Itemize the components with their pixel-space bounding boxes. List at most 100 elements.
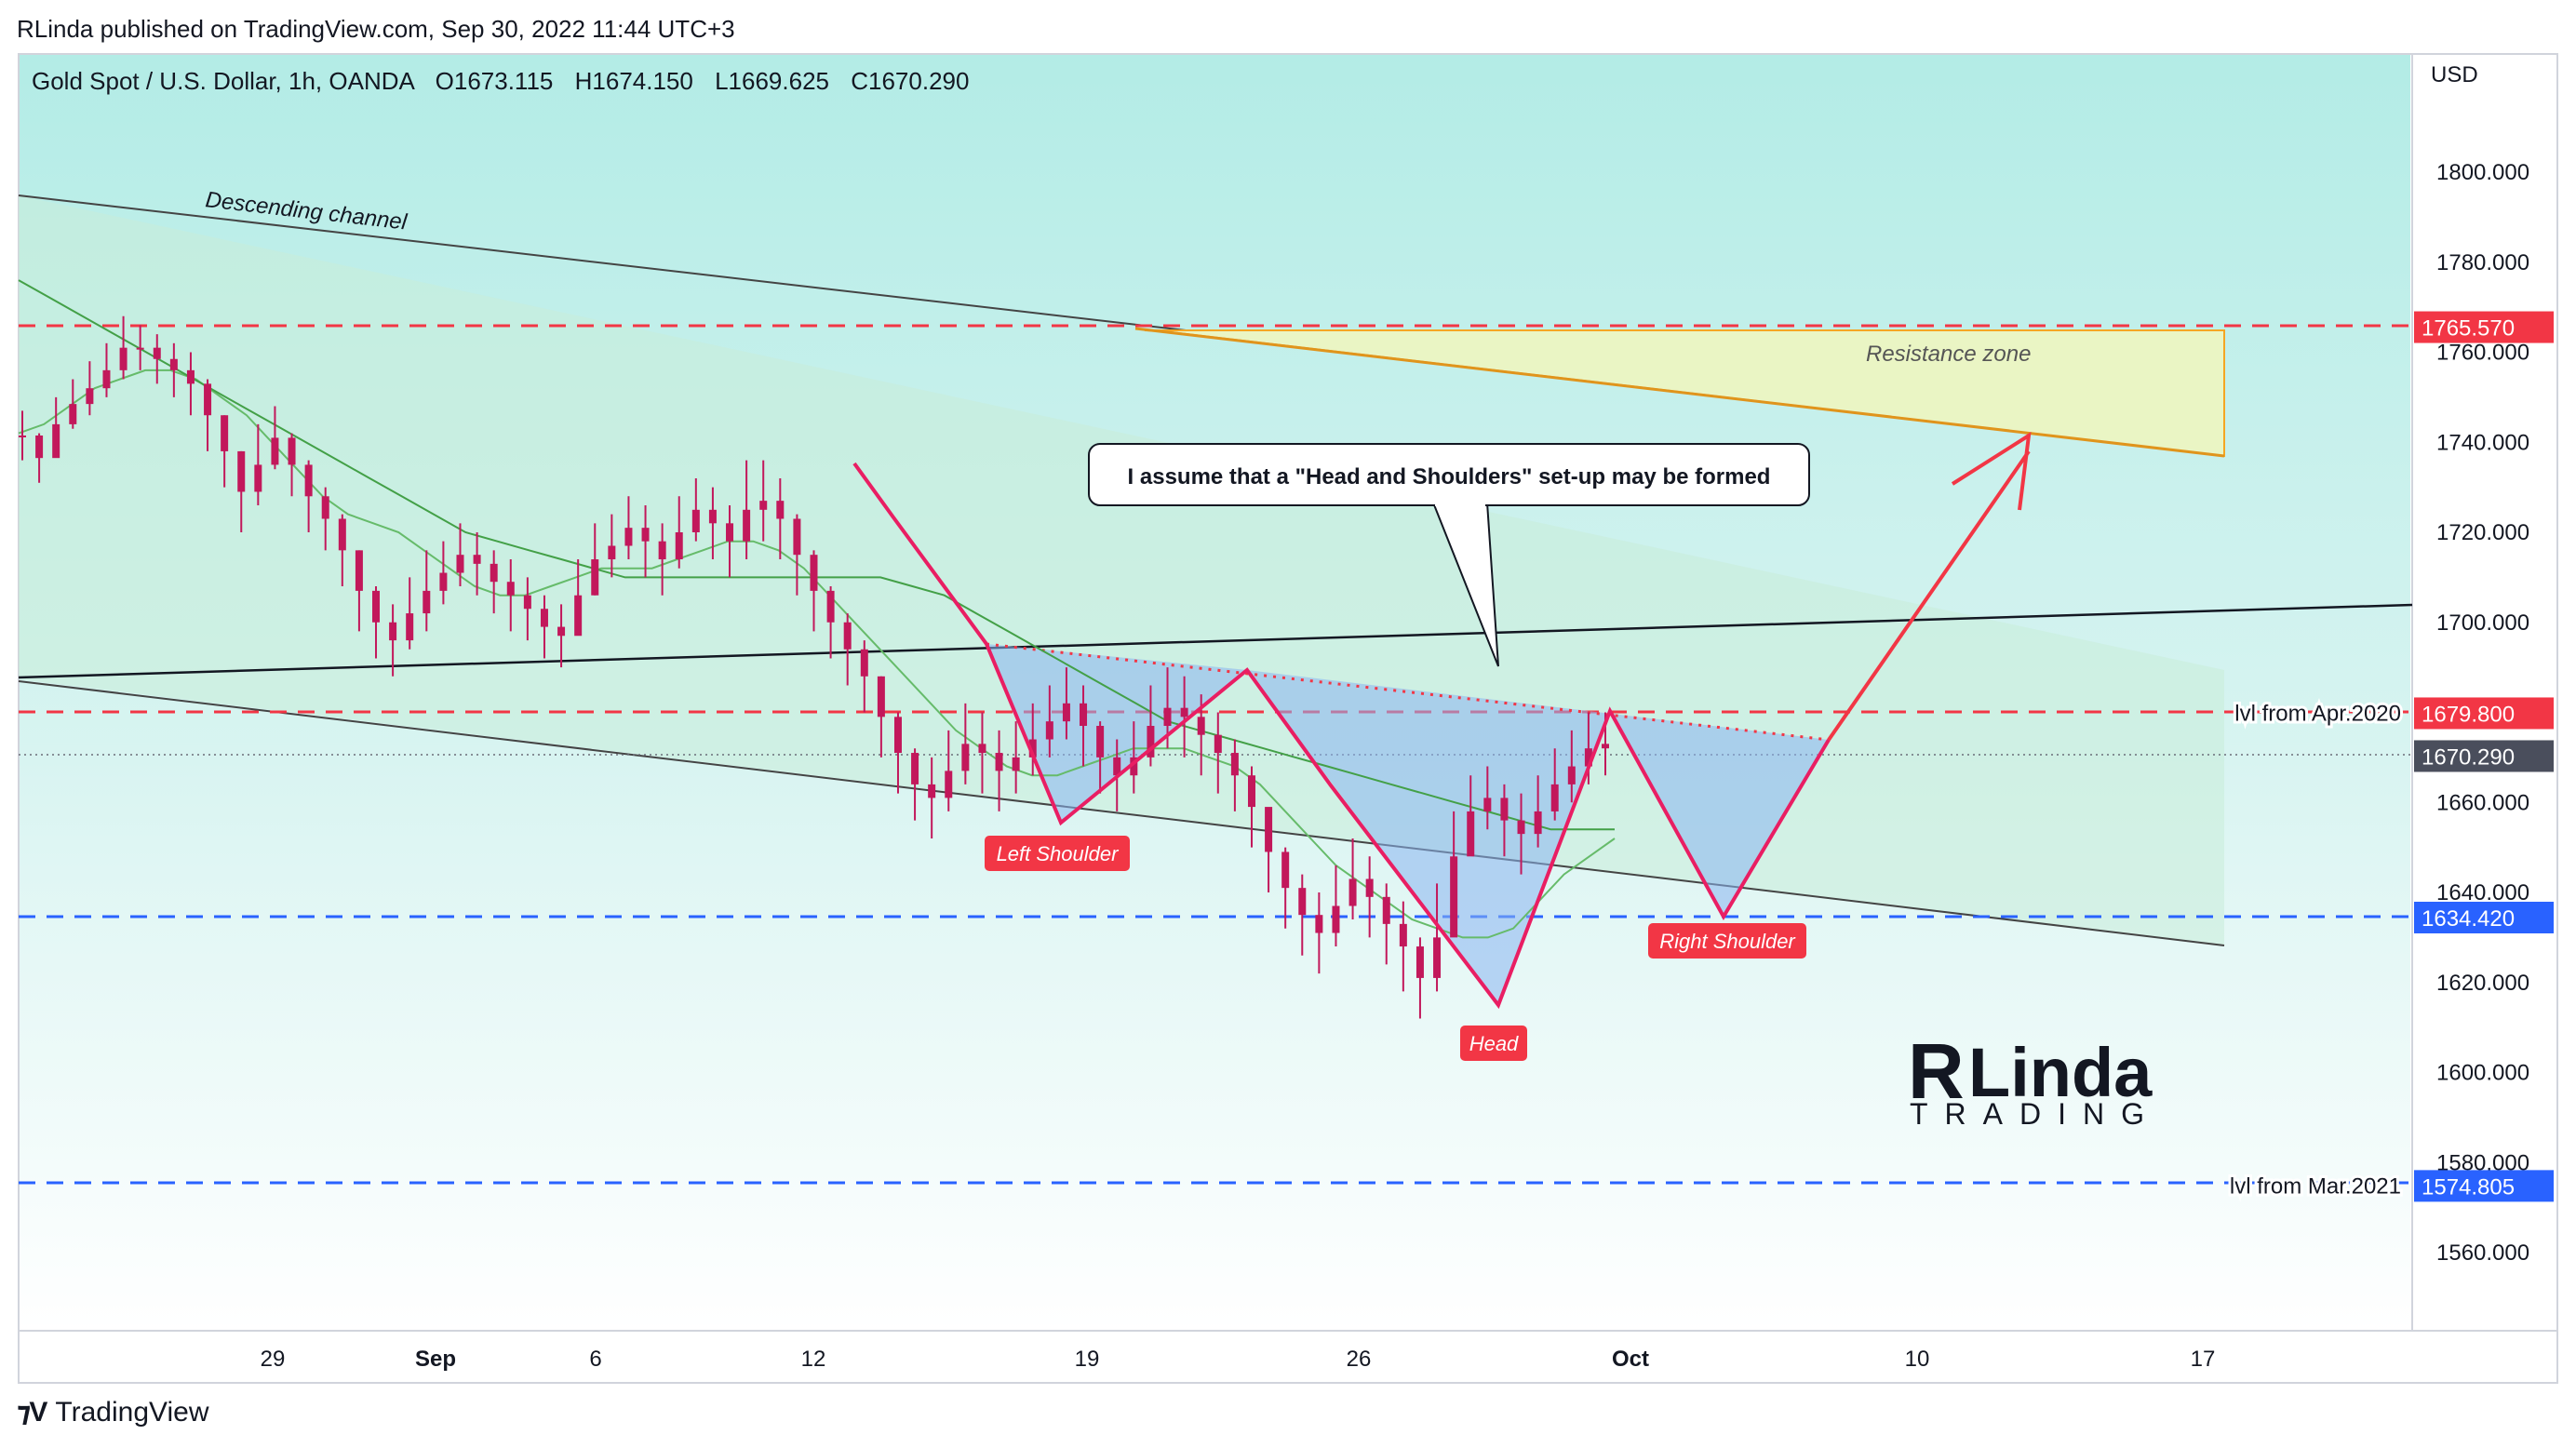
- candle: [288, 433, 296, 497]
- footer-brand: TradingView: [55, 1396, 209, 1428]
- candle: [19, 410, 26, 461]
- candle: [995, 730, 1003, 811]
- candle: [271, 406, 279, 470]
- candle: [35, 433, 44, 483]
- time-tick-5: 26: [1347, 1347, 1372, 1372]
- time-tick-2: 6: [589, 1347, 601, 1372]
- candle: [1012, 721, 1020, 794]
- candle: [574, 559, 583, 637]
- candle: [1332, 865, 1340, 947]
- candle: [490, 550, 498, 614]
- time-tick-0: 29: [261, 1347, 286, 1372]
- candle: [456, 523, 464, 587]
- callout-bubble[interactable]: I assume that a "Head and Shoulders" set…: [1088, 443, 1810, 667]
- candle: [1382, 883, 1390, 965]
- right-shoulder-label: Right Shoulder: [1659, 930, 1796, 953]
- candle: [893, 712, 902, 794]
- candle: [473, 532, 481, 596]
- candle: [1315, 892, 1323, 974]
- candle: [1147, 685, 1155, 767]
- price-tag-0: 1765.570: [2414, 311, 2554, 343]
- candle: [540, 595, 548, 659]
- chart-border: [18, 53, 2558, 1384]
- time-tick-8: 17: [2191, 1347, 2216, 1372]
- time-tick-1: Sep: [415, 1347, 456, 1372]
- footer: ⁊V TradingView: [17, 1396, 209, 1428]
- price-tag-value-0: 1765.570: [2422, 316, 2515, 342]
- time-tick-6: Oct: [1612, 1347, 1649, 1372]
- candle: [843, 613, 852, 686]
- neckline-black: [18, 603, 2413, 679]
- candle: [641, 504, 650, 578]
- candle: [945, 730, 953, 811]
- time-axis-area: [19, 1331, 2557, 1383]
- candle: [372, 586, 381, 659]
- candle: [860, 640, 868, 713]
- price-tick-11: 1560.000: [2436, 1240, 2529, 1266]
- candle: [254, 423, 262, 505]
- candle: [1045, 685, 1053, 758]
- price-tag-value-2: 1670.290: [2422, 744, 2515, 770]
- candle: [102, 342, 111, 397]
- candle: [1415, 937, 1424, 1019]
- candles: [19, 315, 1609, 1019]
- publisher-line: RLinda published on TradingView.com, Sep…: [17, 15, 735, 43]
- candle: [237, 450, 246, 532]
- candle: [691, 477, 700, 542]
- rlinda-logo: R Linda TRADING: [1908, 1027, 2161, 1131]
- price-tick-4: 1720.000: [2436, 520, 2529, 545]
- candle: [186, 352, 195, 416]
- candle: [877, 676, 885, 758]
- candle: [961, 703, 970, 784]
- candle: [557, 604, 566, 668]
- price-tag-1: 1679.800 lvl from Apr.2020: [2232, 697, 2554, 730]
- candle: [406, 577, 414, 650]
- candle: [1096, 721, 1105, 794]
- candle: [658, 523, 666, 596]
- right-shoulder-tag: Right Shoulder: [1648, 923, 1806, 959]
- candle: [1230, 739, 1239, 811]
- pattern-path: [852, 462, 1831, 1010]
- arrow-head: [1951, 432, 2032, 511]
- candle: [1517, 793, 1525, 875]
- price-tag-4: 1574.805 lvl from Mar.2021: [2227, 1170, 2554, 1202]
- time-ticks: 29 Sep 6 12 19 26 Oct 10 17: [261, 1347, 2216, 1372]
- price-tick-9: 1600.000: [2436, 1061, 2529, 1086]
- price-tag-3: 1634.420: [2414, 901, 2554, 933]
- pattern-fill: [986, 644, 1829, 1005]
- logo-bottom: TRADING: [1910, 1097, 2161, 1131]
- candle: [523, 577, 531, 641]
- candle: [1500, 784, 1509, 857]
- candle: [1348, 838, 1357, 920]
- candle: [506, 559, 515, 632]
- price-tick-3: 1740.000: [2436, 430, 2529, 455]
- price-tick-0: 1800.000: [2436, 160, 2529, 185]
- candle: [1080, 685, 1088, 767]
- candle: [608, 514, 616, 578]
- candle: [1028, 703, 1037, 776]
- head-label: Head: [1469, 1032, 1519, 1055]
- price-tag-value-4: 1574.805: [2422, 1174, 2515, 1200]
- candle: [169, 342, 178, 397]
- price-tag-value-1: 1679.800: [2422, 702, 2515, 727]
- projection-arrow: [1827, 449, 2031, 742]
- candle: [1567, 730, 1576, 803]
- candle: [1298, 874, 1307, 956]
- price-tag-2: 1670.290: [2414, 740, 2554, 772]
- logo-top: R: [1908, 1027, 1965, 1115]
- candle: [743, 460, 751, 560]
- candle: [52, 396, 60, 459]
- price-tags: 1765.570 1679.800 lvl from Apr.2020 1670.29…: [2227, 311, 2554, 1202]
- candle: [826, 586, 835, 659]
- candle: [204, 379, 212, 451]
- candle: [86, 361, 94, 416]
- price-tick-2: 1760.000: [2436, 341, 2529, 366]
- candle: [776, 477, 785, 560]
- price-tick-7: 1640.000: [2436, 880, 2529, 905]
- tradingview-logo-icon: ⁊V: [17, 1397, 47, 1428]
- callout-text: I assume that a "Head and Shoulders" set…: [1128, 464, 1771, 489]
- candle: [591, 523, 599, 596]
- channel-lower-line: [18, 680, 2225, 946]
- price-tick-1: 1780.000: [2436, 250, 2529, 275]
